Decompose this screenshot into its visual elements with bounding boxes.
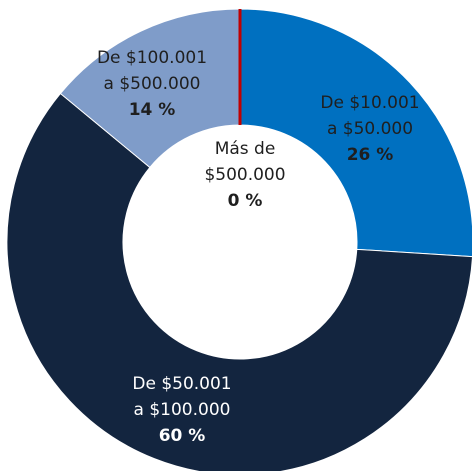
category-label: De $100.001 — [97, 48, 207, 68]
category-label: De $50.001 — [132, 374, 231, 394]
data-label: De $50.001 a $100.000 60 % — [132, 374, 231, 446]
data-label: Más de $500.000 0 % — [204, 139, 285, 211]
donut-slice — [239, 8, 472, 258]
value-label: 0 % — [228, 191, 263, 211]
category-label: De $10.001 — [320, 93, 419, 113]
value-label: 26 % — [347, 145, 394, 165]
value-label: 60 % — [159, 426, 206, 446]
data-label: De $10.001 a $50.000 26 % — [320, 93, 419, 165]
category-label: Más de — [215, 139, 276, 159]
data-label: De $100.001 a $500.000 14 % — [97, 48, 207, 120]
category-label: a $50.000 — [327, 119, 413, 139]
category-label: a $500.000 — [104, 74, 201, 94]
category-label: a $100.000 — [134, 400, 231, 420]
donut-slice — [6, 92, 472, 471]
donut-slice — [59, 8, 241, 169]
value-label: 14 % — [129, 100, 176, 120]
category-label: $500.000 — [204, 165, 285, 185]
